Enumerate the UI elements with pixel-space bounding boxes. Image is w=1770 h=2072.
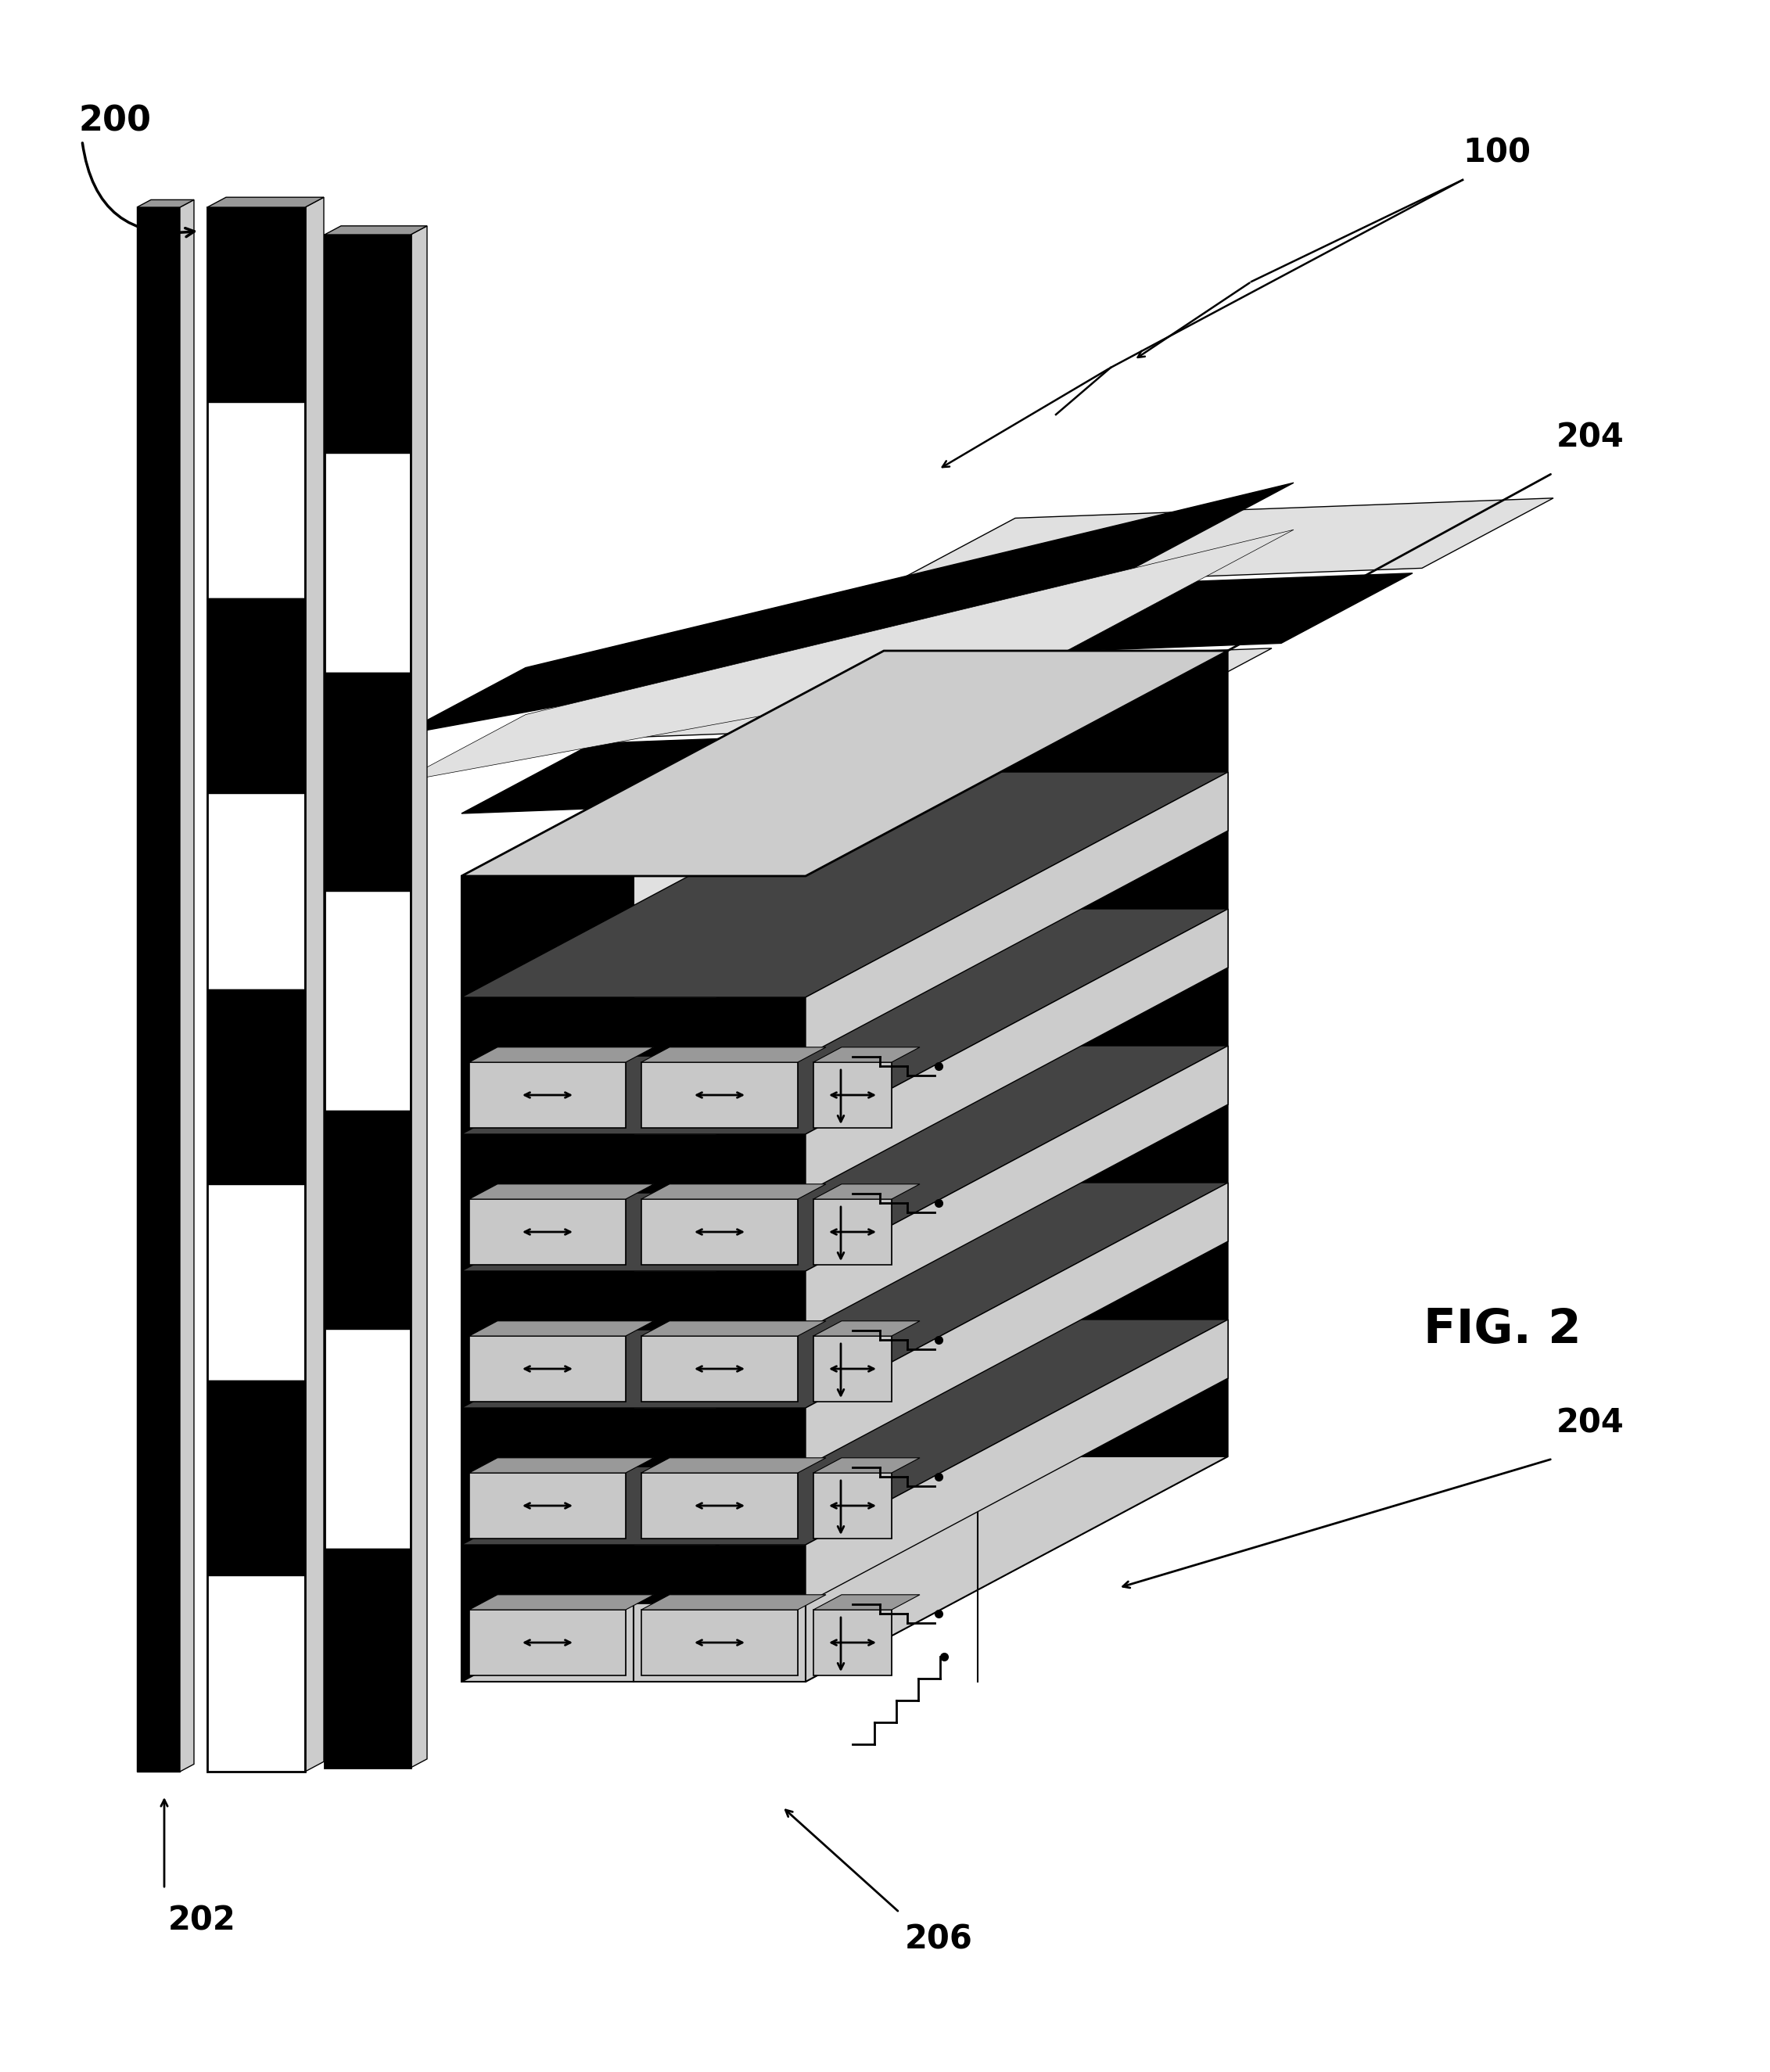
Polygon shape — [207, 1577, 304, 1772]
Polygon shape — [805, 651, 1228, 1682]
Polygon shape — [469, 1063, 627, 1127]
Polygon shape — [324, 1548, 411, 1767]
Polygon shape — [324, 1330, 411, 1548]
Polygon shape — [462, 651, 883, 1682]
Polygon shape — [814, 1473, 892, 1539]
Polygon shape — [602, 649, 1273, 738]
Polygon shape — [805, 910, 1228, 1193]
Polygon shape — [136, 199, 195, 207]
Text: 200: 200 — [78, 104, 150, 139]
Polygon shape — [469, 1610, 627, 1676]
Polygon shape — [469, 1200, 627, 1264]
Polygon shape — [207, 599, 304, 794]
Polygon shape — [207, 794, 304, 990]
Polygon shape — [324, 1111, 411, 1330]
Polygon shape — [462, 651, 1228, 876]
Polygon shape — [207, 207, 304, 402]
Polygon shape — [743, 574, 1412, 663]
Polygon shape — [324, 673, 411, 891]
Polygon shape — [469, 1595, 653, 1610]
Polygon shape — [304, 197, 324, 1772]
Polygon shape — [883, 1046, 1228, 1104]
Polygon shape — [398, 483, 1294, 736]
Polygon shape — [462, 1183, 1228, 1409]
Polygon shape — [641, 1200, 798, 1264]
Polygon shape — [324, 454, 411, 673]
Polygon shape — [805, 1320, 1228, 1604]
Polygon shape — [324, 226, 427, 234]
Polygon shape — [469, 1336, 627, 1401]
Polygon shape — [814, 1046, 920, 1063]
Polygon shape — [814, 1183, 920, 1200]
Polygon shape — [469, 1183, 653, 1200]
Polygon shape — [814, 1336, 892, 1401]
Polygon shape — [411, 226, 427, 1767]
Polygon shape — [324, 891, 411, 1111]
Polygon shape — [805, 1183, 1228, 1467]
Polygon shape — [469, 1046, 653, 1063]
Polygon shape — [207, 990, 304, 1185]
Text: 204: 204 — [1556, 421, 1625, 454]
Polygon shape — [883, 773, 1228, 831]
Text: 204: 204 — [1556, 1407, 1625, 1440]
Polygon shape — [634, 651, 1057, 1682]
Polygon shape — [641, 1336, 798, 1401]
Polygon shape — [641, 1183, 827, 1200]
Polygon shape — [469, 1473, 627, 1539]
Polygon shape — [814, 1322, 920, 1336]
Polygon shape — [462, 1320, 1228, 1546]
Polygon shape — [814, 1459, 920, 1473]
Polygon shape — [136, 207, 181, 1772]
Polygon shape — [641, 1046, 827, 1063]
Polygon shape — [814, 1595, 920, 1610]
Polygon shape — [462, 910, 1228, 1133]
Text: 206: 206 — [904, 1923, 972, 1956]
Polygon shape — [207, 1380, 304, 1577]
Polygon shape — [462, 1457, 1228, 1682]
Polygon shape — [883, 1183, 1228, 1241]
Polygon shape — [462, 1270, 805, 1330]
Polygon shape — [462, 1546, 805, 1604]
Polygon shape — [398, 530, 1294, 783]
Polygon shape — [805, 773, 1228, 1057]
Polygon shape — [462, 1046, 1228, 1270]
Polygon shape — [805, 1046, 1228, 1330]
Polygon shape — [883, 497, 1554, 588]
Polygon shape — [207, 197, 324, 207]
Polygon shape — [641, 1063, 798, 1127]
Text: 202: 202 — [168, 1904, 235, 1937]
Text: FIG. 2: FIG. 2 — [1423, 1307, 1581, 1353]
Polygon shape — [207, 402, 304, 599]
Polygon shape — [883, 1320, 1228, 1378]
Polygon shape — [641, 1595, 827, 1610]
Polygon shape — [641, 1322, 827, 1336]
Polygon shape — [641, 1610, 798, 1676]
Polygon shape — [207, 1185, 304, 1380]
Polygon shape — [814, 1610, 892, 1676]
Polygon shape — [883, 910, 1228, 968]
Polygon shape — [641, 1459, 827, 1473]
Text: 100: 100 — [1462, 137, 1531, 170]
Polygon shape — [814, 1063, 892, 1127]
Polygon shape — [462, 1133, 805, 1193]
Polygon shape — [462, 773, 1228, 997]
Polygon shape — [814, 1200, 892, 1264]
Polygon shape — [324, 234, 411, 454]
Polygon shape — [181, 199, 195, 1772]
Polygon shape — [462, 1409, 805, 1467]
Polygon shape — [462, 723, 1131, 814]
Polygon shape — [462, 997, 805, 1057]
Polygon shape — [469, 1322, 653, 1336]
Polygon shape — [469, 1459, 653, 1473]
Polygon shape — [641, 1473, 798, 1539]
